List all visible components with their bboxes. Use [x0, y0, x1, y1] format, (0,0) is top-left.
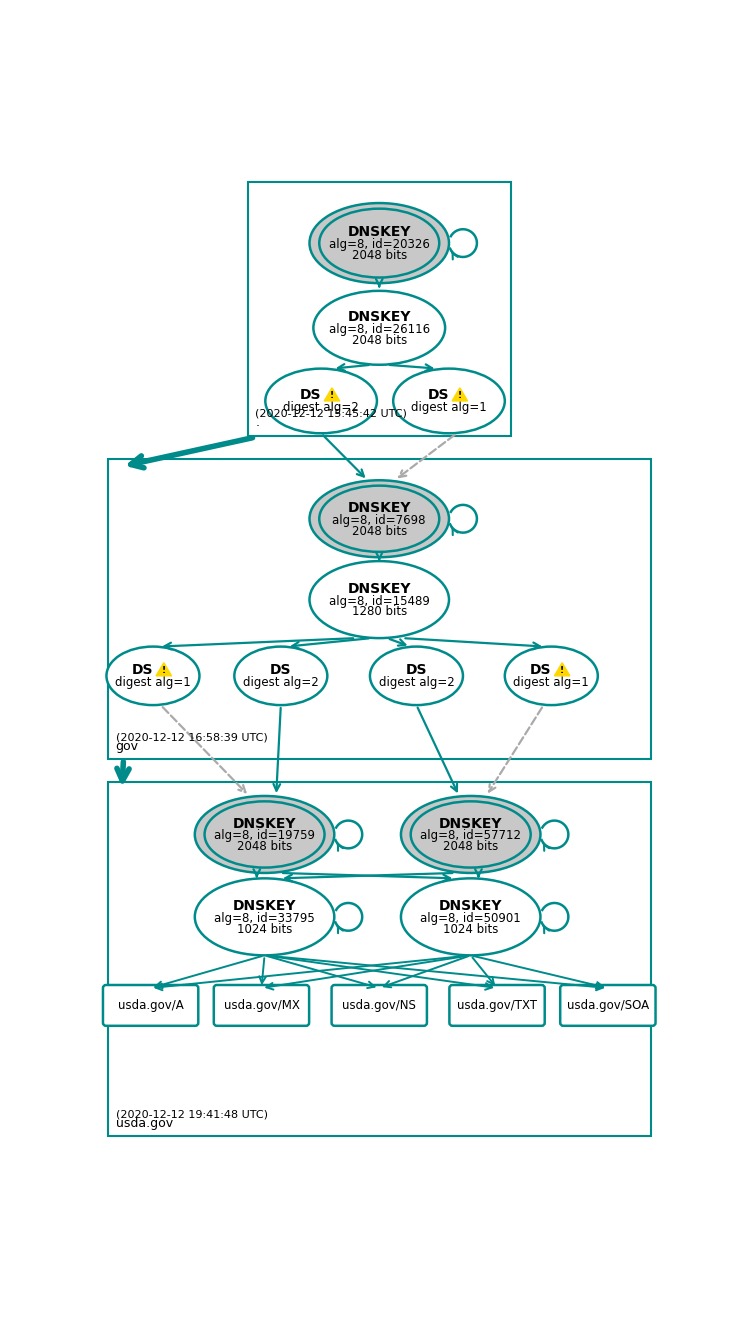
Polygon shape	[324, 388, 340, 401]
Text: DNSKEY: DNSKEY	[439, 899, 502, 913]
FancyBboxPatch shape	[449, 985, 545, 1026]
Ellipse shape	[309, 203, 449, 284]
Text: digest alg=1: digest alg=1	[115, 676, 191, 689]
Text: DNSKEY: DNSKEY	[348, 502, 411, 515]
Text: gov: gov	[115, 739, 139, 752]
Text: (2020-12-12 19:41:48 UTC): (2020-12-12 19:41:48 UTC)	[115, 1109, 268, 1119]
Ellipse shape	[313, 290, 445, 364]
Text: !: !	[330, 391, 334, 400]
Text: digest alg=1: digest alg=1	[411, 401, 487, 414]
Text: 1024 bits: 1024 bits	[237, 923, 292, 936]
Text: 2048 bits: 2048 bits	[352, 334, 407, 347]
Ellipse shape	[309, 561, 449, 638]
Ellipse shape	[401, 796, 540, 873]
Ellipse shape	[266, 368, 377, 433]
Text: 2048 bits: 2048 bits	[352, 524, 407, 537]
FancyBboxPatch shape	[214, 985, 309, 1026]
Ellipse shape	[411, 801, 531, 867]
Text: DNSKEY: DNSKEY	[348, 226, 411, 239]
FancyBboxPatch shape	[560, 985, 656, 1026]
Polygon shape	[452, 388, 468, 401]
Ellipse shape	[204, 801, 325, 867]
Text: !: !	[560, 667, 564, 675]
Text: digest alg=1: digest alg=1	[514, 676, 589, 689]
Text: DS: DS	[530, 663, 551, 677]
Text: alg=8, id=50901: alg=8, id=50901	[420, 912, 521, 925]
Text: digest alg=2: digest alg=2	[379, 676, 454, 689]
Text: DNSKEY: DNSKEY	[233, 817, 296, 830]
Ellipse shape	[319, 486, 440, 552]
Ellipse shape	[505, 647, 598, 705]
FancyBboxPatch shape	[108, 781, 650, 1137]
Text: digest alg=2: digest alg=2	[283, 401, 359, 414]
Text: usda.gov/TXT: usda.gov/TXT	[457, 999, 537, 1012]
Ellipse shape	[309, 480, 449, 557]
Text: DS: DS	[132, 663, 153, 677]
Polygon shape	[156, 663, 172, 676]
Text: 1280 bits: 1280 bits	[352, 606, 407, 619]
Text: alg=8, id=26116: alg=8, id=26116	[329, 323, 430, 335]
FancyBboxPatch shape	[332, 985, 427, 1026]
Text: 1024 bits: 1024 bits	[443, 923, 498, 936]
Text: .: .	[255, 416, 259, 429]
Text: DNSKEY: DNSKEY	[348, 582, 411, 595]
Text: DS: DS	[300, 388, 321, 401]
Text: alg=8, id=57712: alg=8, id=57712	[420, 829, 521, 842]
FancyBboxPatch shape	[108, 459, 650, 759]
Text: usda.gov: usda.gov	[115, 1117, 173, 1130]
Ellipse shape	[393, 368, 505, 433]
Ellipse shape	[401, 878, 540, 956]
Text: DS: DS	[270, 663, 292, 677]
Text: 2048 bits: 2048 bits	[443, 841, 498, 853]
Polygon shape	[554, 663, 570, 676]
Ellipse shape	[370, 647, 463, 705]
Ellipse shape	[319, 209, 440, 277]
Text: alg=8, id=7698: alg=8, id=7698	[332, 513, 426, 527]
Text: alg=8, id=33795: alg=8, id=33795	[214, 912, 315, 925]
Text: !: !	[458, 391, 462, 400]
Text: digest alg=2: digest alg=2	[243, 676, 319, 689]
Ellipse shape	[235, 647, 327, 705]
Text: (2020-12-12 15:45:42 UTC): (2020-12-12 15:45:42 UTC)	[255, 409, 407, 418]
FancyBboxPatch shape	[247, 181, 511, 436]
Text: 2048 bits: 2048 bits	[352, 249, 407, 261]
Text: (2020-12-12 16:58:39 UTC): (2020-12-12 16:58:39 UTC)	[115, 733, 267, 742]
Text: DNSKEY: DNSKEY	[348, 310, 411, 323]
Ellipse shape	[195, 796, 334, 873]
Ellipse shape	[195, 878, 334, 956]
Text: DNSKEY: DNSKEY	[233, 899, 296, 913]
FancyBboxPatch shape	[103, 985, 198, 1026]
Text: usda.gov/A: usda.gov/A	[118, 999, 184, 1012]
Ellipse shape	[107, 647, 200, 705]
Text: alg=8, id=19759: alg=8, id=19759	[214, 829, 315, 842]
Text: alg=8, id=15489: alg=8, id=15489	[329, 594, 430, 607]
Text: DS: DS	[428, 388, 449, 401]
Text: !: !	[162, 667, 166, 675]
Text: DS: DS	[406, 663, 427, 677]
Text: usda.gov/MX: usda.gov/MX	[223, 999, 300, 1012]
Text: 2048 bits: 2048 bits	[237, 841, 292, 853]
Text: usda.gov/NS: usda.gov/NS	[343, 999, 416, 1012]
Text: usda.gov/SOA: usda.gov/SOA	[567, 999, 649, 1012]
Text: alg=8, id=20326: alg=8, id=20326	[329, 238, 430, 251]
Text: DNSKEY: DNSKEY	[439, 817, 502, 830]
